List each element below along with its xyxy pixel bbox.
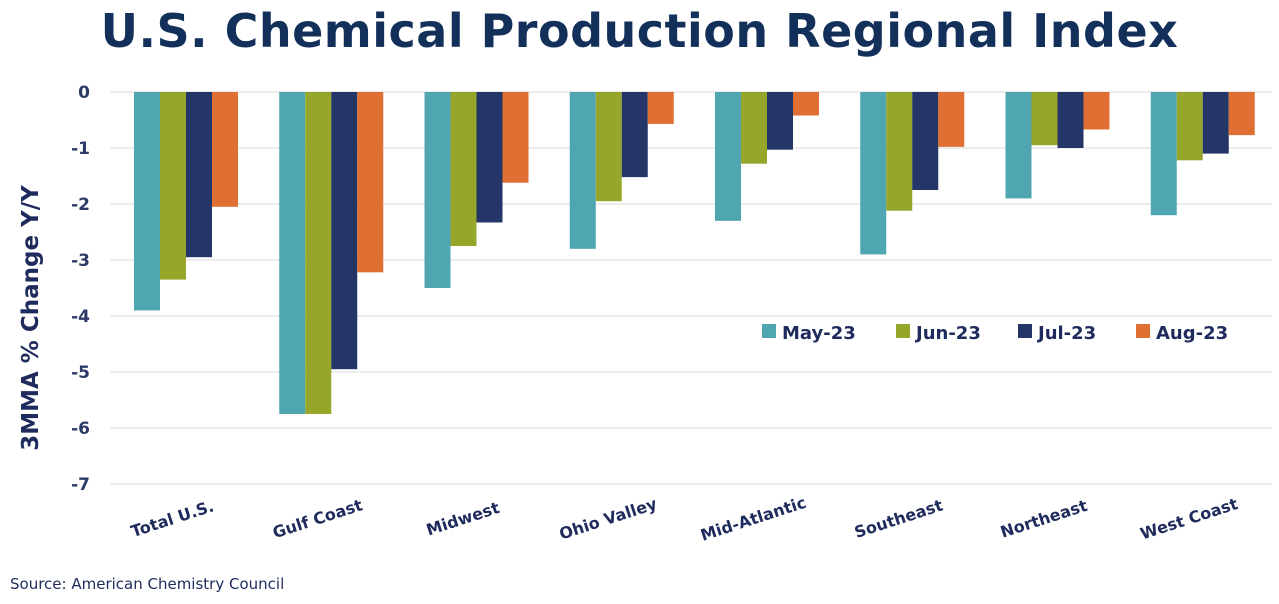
bar-may-23 bbox=[134, 92, 160, 311]
bar-jun-23 bbox=[886, 92, 913, 211]
bar-jun-23 bbox=[741, 92, 767, 164]
y-axis-title: 3MMA % Change Y/Y bbox=[18, 185, 44, 451]
legend: May-23 Jun-23 Jul-23 Aug-23 bbox=[762, 323, 1228, 344]
bar-jul-23 bbox=[912, 92, 939, 190]
y-tick-label: -4 bbox=[71, 307, 90, 327]
bar-may-23 bbox=[715, 92, 741, 221]
bars bbox=[134, 92, 1255, 414]
legend-swatch bbox=[762, 324, 776, 338]
x-category-label: Northeast bbox=[998, 496, 1090, 542]
y-tick-label: -7 bbox=[71, 475, 90, 495]
bar-may-23 bbox=[860, 92, 887, 255]
bar-jul-23 bbox=[767, 92, 793, 150]
bar-aug-23 bbox=[1083, 92, 1110, 130]
y-tick-label: -1 bbox=[71, 139, 90, 159]
y-tick-label: -2 bbox=[71, 195, 90, 215]
x-axis-categories: Total U.S. Gulf Coast Midwest Ohio Valley Mi… bbox=[128, 493, 1240, 545]
bar-jul-23 bbox=[1202, 92, 1229, 154]
bar-aug-23 bbox=[938, 92, 965, 147]
y-tick-label: -3 bbox=[71, 251, 90, 271]
bar-aug-23 bbox=[357, 92, 384, 273]
bar-may-23 bbox=[424, 92, 451, 288]
bar-jul-23 bbox=[186, 92, 212, 258]
bar-jun-23 bbox=[305, 92, 332, 414]
bar-aug-23 bbox=[793, 92, 819, 116]
x-category-label: Ohio Valley bbox=[557, 494, 660, 544]
bar-aug-23 bbox=[1228, 92, 1255, 136]
bar-aug-23 bbox=[647, 92, 674, 124]
bar-jun-23 bbox=[1176, 92, 1203, 161]
legend-label: May-23 bbox=[782, 323, 856, 344]
legend-label: Aug-23 bbox=[1156, 323, 1228, 344]
bar-jul-23 bbox=[1057, 92, 1084, 148]
x-category-label: Mid-Atlantic bbox=[698, 493, 808, 545]
y-axis-ticks: 0 -1 -2 -3 -4 -5 -6 -7 bbox=[71, 83, 90, 495]
bar-jun-23 bbox=[450, 92, 477, 246]
legend-swatch bbox=[1136, 324, 1150, 338]
bar-jun-23 bbox=[595, 92, 622, 202]
x-category-label: Total U.S. bbox=[128, 496, 216, 541]
bar-may-23 bbox=[1005, 92, 1032, 199]
x-category-label: Southeast bbox=[852, 495, 945, 542]
y-tick-label: -6 bbox=[71, 419, 90, 439]
bar-aug-23 bbox=[502, 92, 529, 183]
bar-jun-23 bbox=[1031, 92, 1058, 146]
legend-label: Jul-23 bbox=[1036, 323, 1096, 344]
legend-label: Jun-23 bbox=[914, 323, 981, 344]
bar-jul-23 bbox=[476, 92, 503, 223]
x-category-label: West Coast bbox=[1138, 494, 1241, 544]
chart-title: U.S. Chemical Production Regional Index bbox=[100, 4, 1179, 58]
x-category-label: Midwest bbox=[424, 498, 502, 540]
bar-jul-23 bbox=[331, 92, 358, 370]
x-category-label: Gulf Coast bbox=[270, 495, 365, 542]
bar-may-23 bbox=[279, 92, 306, 414]
legend-swatch bbox=[896, 324, 910, 338]
bar-may-23 bbox=[1150, 92, 1177, 216]
legend-swatch bbox=[1018, 324, 1032, 338]
y-tick-label: -5 bbox=[71, 363, 90, 383]
bar-aug-23 bbox=[212, 92, 238, 207]
bar-jul-23 bbox=[621, 92, 648, 178]
y-tick-label: 0 bbox=[78, 83, 90, 103]
source-note: Source: American Chemistry Council bbox=[10, 575, 285, 593]
bar-jun-23 bbox=[160, 92, 186, 280]
bar-may-23 bbox=[569, 92, 596, 249]
